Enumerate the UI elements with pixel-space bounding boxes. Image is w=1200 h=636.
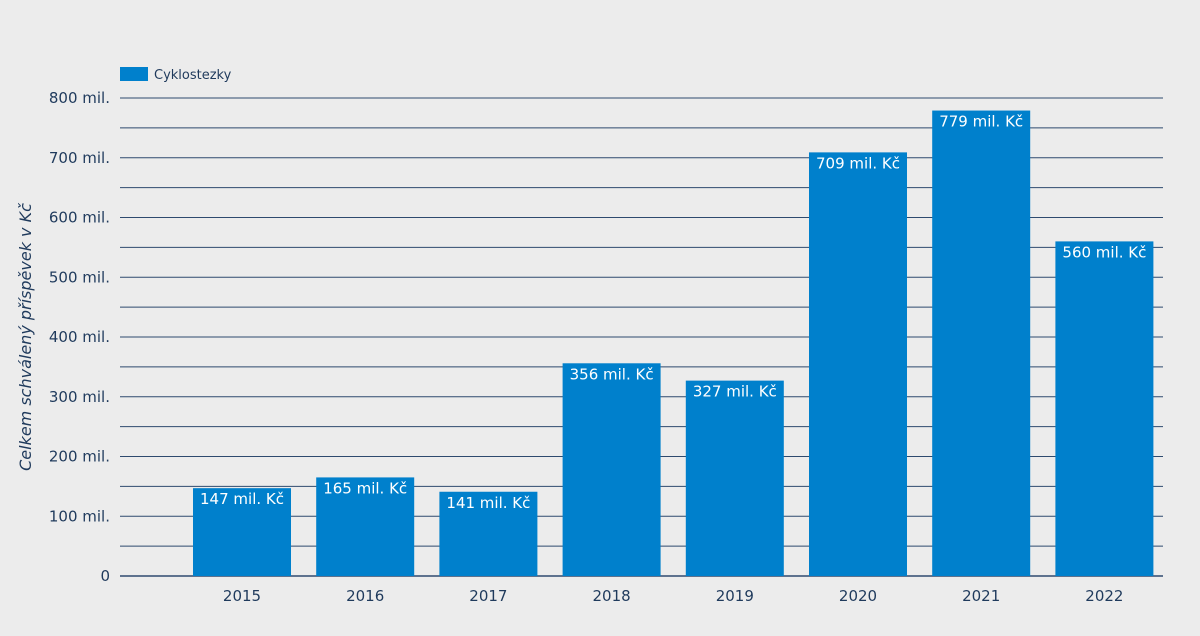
y-tick-label: 300 mil. bbox=[49, 388, 110, 406]
bar bbox=[932, 110, 1031, 577]
x-axis-ticks: 2015 2016 2017 2018 2019 2020 2021 2022 bbox=[223, 587, 1124, 605]
y-axis-ticks: 0 100 mil. 200 mil. 300 mil. 400 mil. 500 mil… bbox=[49, 89, 110, 585]
bar-data-label: 327 mil. Kč bbox=[693, 383, 777, 401]
y-tick-label: 200 mil. bbox=[49, 448, 110, 466]
bar bbox=[685, 380, 784, 576]
bar-data-labels: 147 mil. Kč 165 mil. Kč 141 mil. Kč 356 mil… bbox=[200, 113, 1146, 512]
bar-data-label: 560 mil. Kč bbox=[1062, 243, 1146, 261]
y-tick-label: 0 bbox=[100, 567, 110, 585]
bar-data-label: 709 mil. Kč bbox=[816, 154, 900, 172]
bar bbox=[439, 491, 538, 576]
bar bbox=[193, 488, 291, 576]
y-tick-label: 100 mil. bbox=[49, 507, 110, 525]
y-tick-label: 700 mil. bbox=[49, 149, 110, 167]
x-tick-label: 2016 bbox=[346, 587, 384, 605]
y-tick-label: 500 mil. bbox=[49, 268, 110, 286]
bars bbox=[193, 110, 1154, 577]
bar-data-label: 147 mil. Kč bbox=[200, 490, 284, 508]
legend: Cyklostezky bbox=[120, 67, 232, 83]
x-tick-label: 2018 bbox=[593, 587, 631, 605]
y-tick-label: 600 mil. bbox=[49, 209, 110, 227]
bar bbox=[316, 477, 415, 576]
bar bbox=[1055, 241, 1154, 576]
legend-swatch bbox=[120, 67, 148, 81]
bar bbox=[562, 363, 661, 576]
x-tick-label: 2015 bbox=[223, 587, 261, 605]
x-tick-label: 2021 bbox=[962, 587, 1000, 605]
x-tick-label: 2017 bbox=[469, 587, 507, 605]
bar-data-label: 141 mil. Kč bbox=[446, 494, 530, 512]
x-tick-label: 2020 bbox=[839, 587, 877, 605]
x-tick-label: 2019 bbox=[716, 587, 754, 605]
bar-data-label: 779 mil. Kč bbox=[939, 113, 1023, 131]
y-axis-label: Celkem schválený příspěvek v Kč bbox=[16, 202, 35, 471]
x-tick-label: 2022 bbox=[1085, 587, 1123, 605]
y-tick-label: 800 mil. bbox=[49, 89, 110, 107]
bar-data-label: 165 mil. Kč bbox=[323, 479, 407, 497]
legend-label: Cyklostezky bbox=[154, 68, 232, 83]
y-tick-label: 400 mil. bbox=[49, 328, 110, 346]
bar-data-label: 356 mil. Kč bbox=[570, 365, 654, 383]
bar bbox=[809, 152, 907, 576]
